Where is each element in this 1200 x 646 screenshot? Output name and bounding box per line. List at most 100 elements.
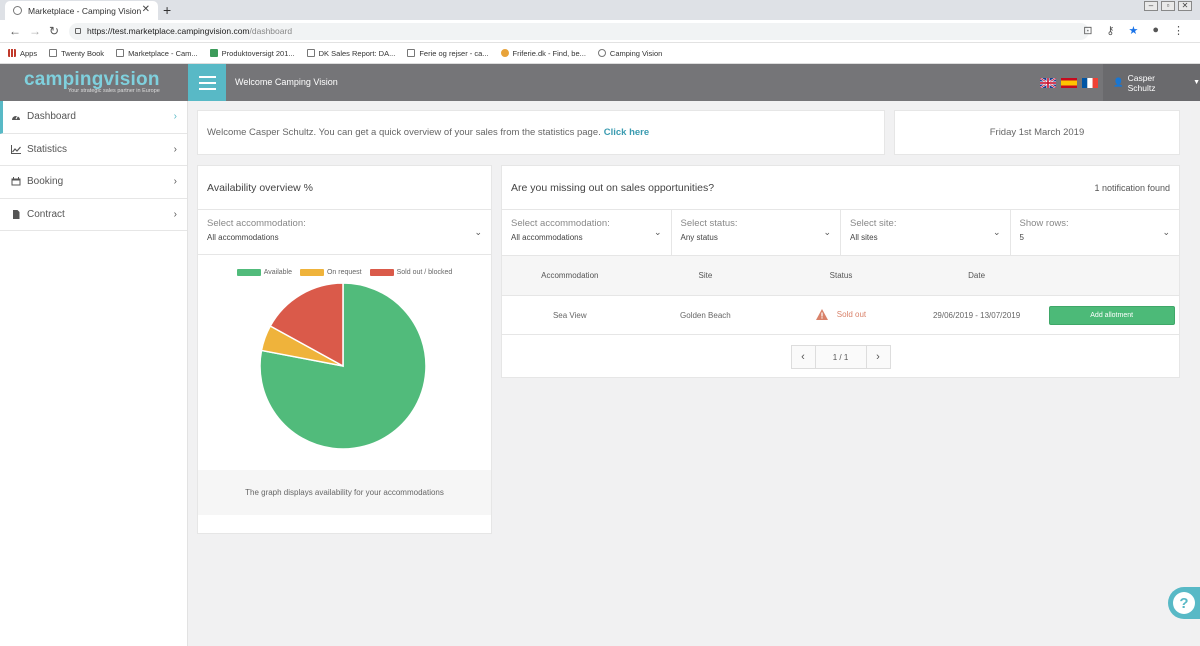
- sidebar-item-contract[interactable]: Contract ›: [0, 199, 187, 231]
- question-icon: ?: [1173, 592, 1195, 614]
- chevron-down-icon: ⌄: [1162, 227, 1170, 237]
- chevron-down-icon: ⌄: [823, 227, 831, 237]
- close-window-icon[interactable]: ✕: [1178, 1, 1192, 11]
- filter-label: Select accommodation:: [511, 218, 610, 229]
- spain-flag-icon[interactable]: [1061, 78, 1077, 88]
- cell-site: Golden Beach: [680, 310, 731, 320]
- menu-dots-icon[interactable]: ⋮: [1173, 25, 1184, 37]
- help-button[interactable]: ?: [1168, 587, 1200, 619]
- sidebar-item-dashboard[interactable]: Dashboard ›: [0, 101, 187, 134]
- app-header: [0, 64, 1200, 101]
- column-header[interactable]: Status: [829, 271, 853, 280]
- minimize-icon[interactable]: –: [1144, 1, 1158, 11]
- filter-label: Show rows:: [1019, 218, 1069, 229]
- url-host: https://test.marketplace.campingvision.c…: [87, 26, 250, 36]
- sidebar-item-statistics[interactable]: Statistics ›: [0, 134, 187, 166]
- status-badge: Sold out: [815, 308, 867, 320]
- chevron-right-icon: ›: [173, 208, 177, 220]
- column-header[interactable]: Accommodation: [541, 271, 599, 280]
- cell-accommodation: Sea View: [552, 310, 587, 320]
- statistics-link[interactable]: Click here: [603, 127, 650, 138]
- lock-icon: [75, 28, 81, 34]
- sidebar-item-label: Dashboard: [27, 111, 76, 123]
- site-icon: [407, 49, 416, 57]
- hamburger-icon: [198, 87, 216, 90]
- browser-tab[interactable]: Marketplace - Camping Vision ✕: [5, 1, 158, 20]
- hamburger-icon: [198, 81, 216, 84]
- prev-page-button[interactable]: ‹: [790, 345, 816, 369]
- france-flag-icon[interactable]: [1082, 78, 1098, 88]
- status-text: Sold out: [836, 309, 867, 319]
- pagination: ‹ 1 / 1 ›: [502, 345, 1179, 369]
- bookmark-star-icon[interactable]: ★: [1128, 25, 1139, 37]
- legend-item[interactable]: On request: [299, 269, 362, 276]
- pie-slice-available[interactable]: [259, 282, 427, 450]
- bookmark-item[interactable]: Twenty Book: [49, 49, 104, 58]
- new-tab-button[interactable]: +: [163, 2, 172, 18]
- chevron-right-icon: ›: [173, 111, 177, 123]
- reload-icon[interactable]: ↻: [49, 24, 60, 38]
- legend-swatch: [299, 269, 324, 276]
- filter-value: Any status: [680, 233, 718, 242]
- add-allotment-button[interactable]: Add allotment: [1048, 305, 1175, 325]
- user-menu[interactable]: 👤 Casper Schultz ▼: [1103, 64, 1200, 101]
- cell-date: 29/06/2019 - 13/07/2019: [932, 310, 1021, 320]
- legend-swatch: [236, 269, 261, 276]
- status-filter[interactable]: Select status: Any status ⌄: [672, 210, 841, 255]
- profile-icon[interactable]: ●: [1152, 24, 1159, 36]
- user-name: Casper Schultz: [1127, 72, 1156, 93]
- bookmark-item[interactable]: DK Sales Report: DA...: [306, 49, 395, 58]
- tab-title: Marketplace - Camping Vision: [28, 5, 142, 16]
- menu-toggle-button[interactable]: [188, 64, 226, 101]
- filter-label: Select site:: [850, 218, 897, 229]
- select-value: All accommodations: [207, 233, 279, 242]
- availability-title: Availability overview %: [207, 181, 314, 194]
- legend-item[interactable]: Available: [236, 269, 292, 276]
- notification-count: 1 notification found: [1094, 182, 1170, 193]
- site-filter[interactable]: Select site: All sites ⌄: [841, 210, 1011, 255]
- page-scrollbar[interactable]: [1191, 101, 1200, 646]
- filter-label: Select status:: [680, 218, 738, 229]
- date-card: Friday 1st March 2019: [894, 110, 1180, 155]
- pie-slice-sold-out-blocked[interactable]: [269, 282, 344, 368]
- close-tab-icon[interactable]: ✕: [141, 4, 150, 15]
- availability-pie-chart: [259, 282, 427, 450]
- next-page-button[interactable]: ›: [865, 345, 891, 369]
- hamburger-icon: [198, 75, 216, 78]
- url-input[interactable]: https://test.marketplace.campingvision.c…: [69, 23, 1089, 40]
- page-icon: [49, 49, 58, 57]
- legend-label: Sold out / blocked: [396, 269, 453, 276]
- key-icon[interactable]: ⚷: [1106, 25, 1115, 37]
- sheets-icon: [209, 49, 218, 57]
- forward-icon[interactable]: →: [29, 24, 41, 38]
- sidebar-item-booking[interactable]: Booking ›: [0, 166, 187, 199]
- bookmark-item[interactable]: Ferie og rejser - ca...: [407, 48, 489, 58]
- browser-tab-strip: Marketplace - Camping Vision ✕ + – ▫ ✕: [0, 0, 1200, 20]
- user-icon: 👤: [1113, 77, 1124, 87]
- translate-icon[interactable]: ⊡: [1083, 25, 1093, 37]
- url-path: /dashboard: [249, 26, 293, 36]
- cell-action: Add allotment: [1044, 305, 1179, 325]
- column-header[interactable]: Date: [968, 271, 986, 280]
- accommodation-select[interactable]: Select accommodation: All accommodations…: [198, 210, 491, 255]
- chevron-down-icon: ⌄: [992, 227, 1001, 237]
- logo[interactable]: campingvision Your strategic sales partn…: [24, 70, 169, 98]
- warning-icon: [815, 308, 828, 320]
- bookmark-item[interactable]: Marketplace - Cam...: [116, 49, 198, 58]
- column-header[interactable]: Site: [698, 271, 713, 280]
- bookmark-item[interactable]: Friferie.dk - Find, be...: [500, 49, 586, 58]
- rows-filter[interactable]: Show rows: 5 ⌄: [1011, 210, 1180, 255]
- back-icon[interactable]: ←: [9, 24, 21, 38]
- uk-flag-icon[interactable]: [1040, 78, 1056, 88]
- bookmark-label: Marketplace - Cam...: [128, 48, 198, 58]
- maximize-icon[interactable]: ▫: [1161, 1, 1175, 11]
- bookmark-apps[interactable]: Apps: [8, 49, 37, 58]
- language-switcher: [1040, 78, 1098, 88]
- bookmark-item[interactable]: Produktoversigt 201...: [209, 49, 295, 58]
- bookmark-label: Ferie og rejser - ca...: [419, 48, 489, 58]
- accommodation-filter[interactable]: Select accommodation: All accommodations…: [502, 210, 672, 255]
- file-icon: [13, 209, 20, 219]
- legend-item[interactable]: Sold out / blocked: [369, 269, 453, 276]
- bookmark-item[interactable]: Camping Vision: [597, 49, 662, 58]
- welcome-card: Welcome Casper Schultz. You can get a qu…: [197, 110, 885, 155]
